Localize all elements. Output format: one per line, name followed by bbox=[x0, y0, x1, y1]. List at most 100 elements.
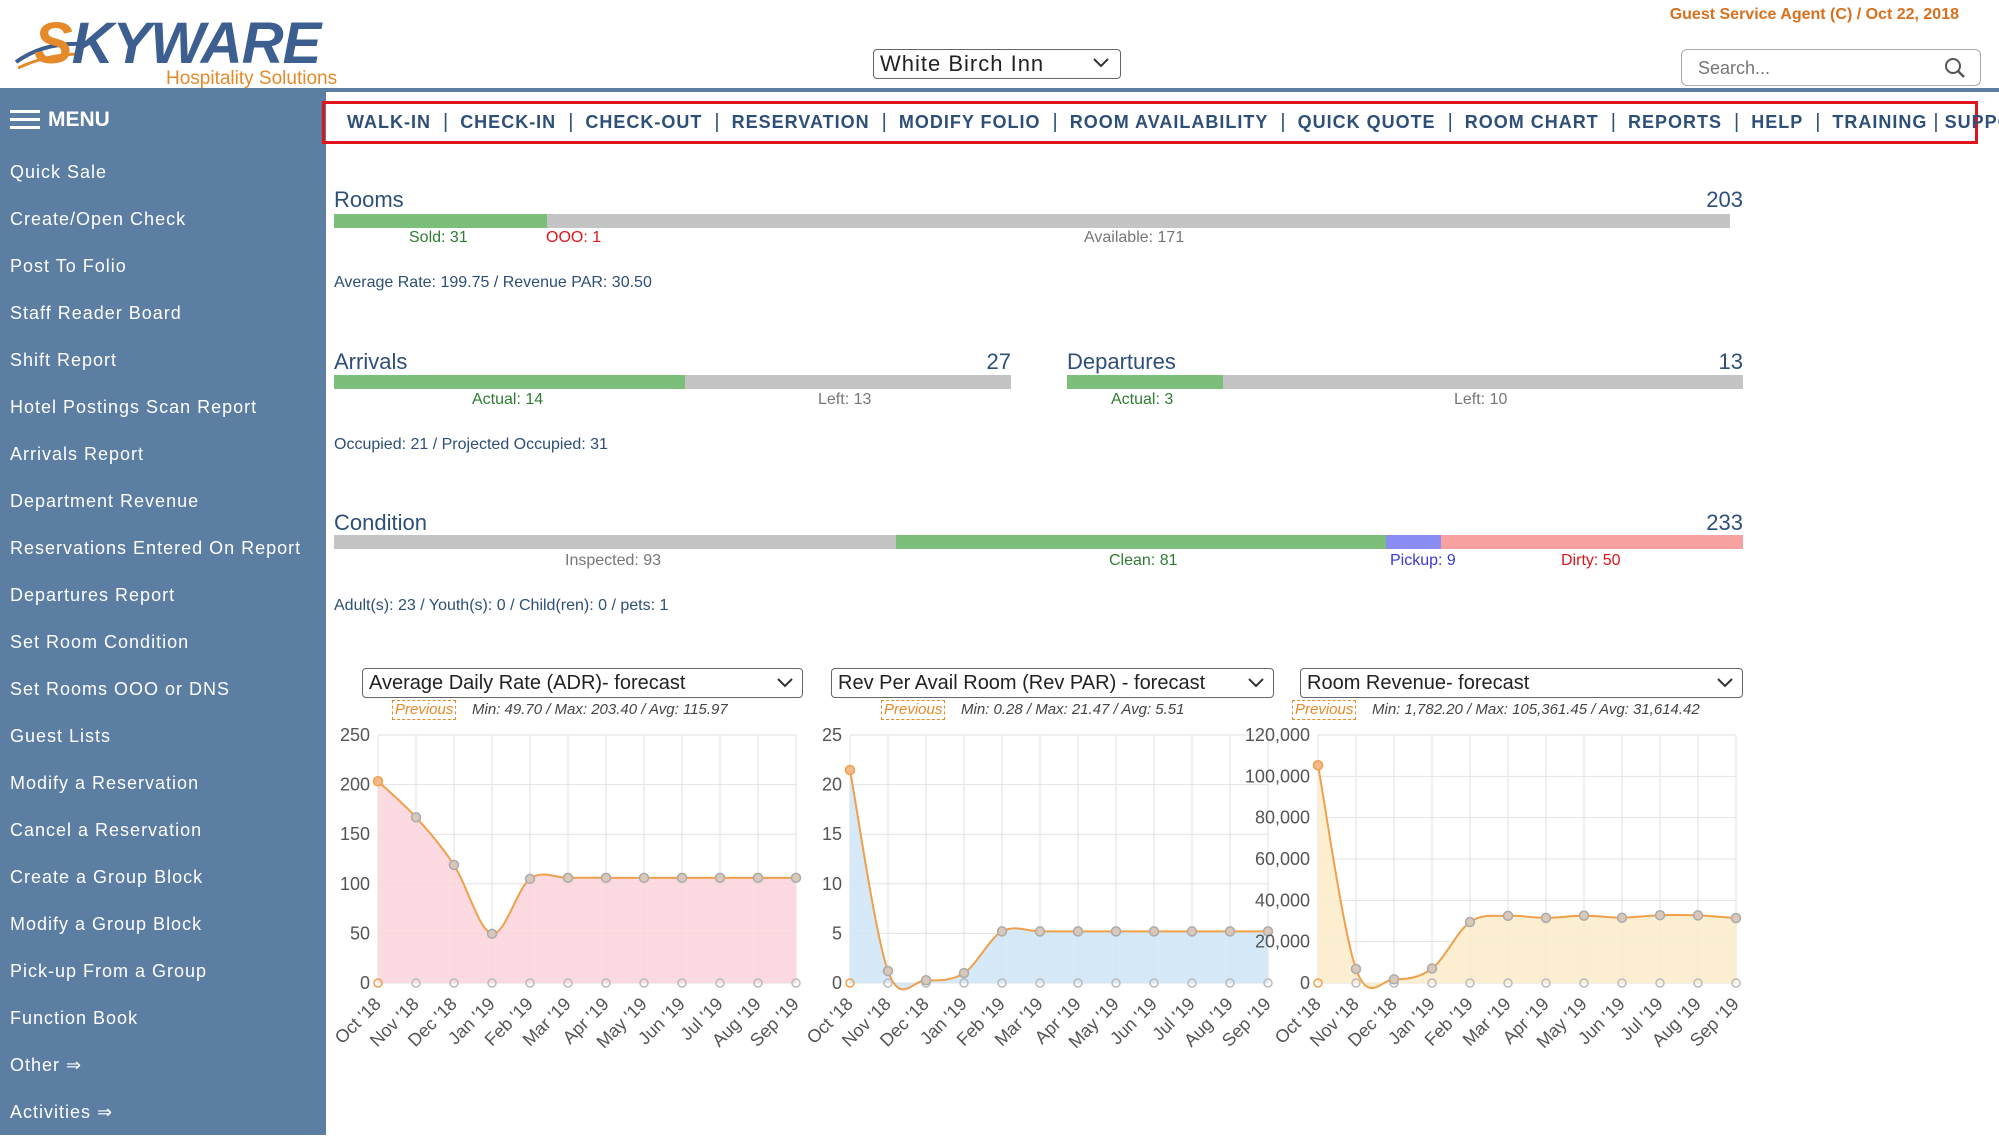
rooms-total: 203 bbox=[1706, 187, 1743, 212]
previous-point bbox=[1427, 978, 1437, 988]
sidebar-item-modify-reservation[interactable]: Modify a Reservation bbox=[10, 773, 200, 793]
adr-chart-select-value: Average Daily Rate (ADR)- forecast bbox=[369, 671, 686, 694]
y-tick-label: 10 bbox=[822, 874, 842, 894]
data-point bbox=[1692, 910, 1704, 921]
condition-dirty-label: Dirty: 50 bbox=[1561, 552, 1621, 569]
previous-point bbox=[1655, 978, 1665, 988]
y-tick-label: 15 bbox=[822, 824, 842, 844]
previous-point bbox=[525, 978, 535, 988]
property-select[interactable]: White Birch Inn bbox=[873, 49, 1121, 79]
nav-walk-in[interactable]: WALK-IN bbox=[347, 112, 431, 132]
series-area bbox=[850, 770, 1268, 990]
data-point bbox=[1072, 926, 1084, 937]
sidebar-item-quick-sale[interactable]: Quick Sale bbox=[10, 162, 108, 182]
sidebar-item-staff-reader-board[interactable]: Staff Reader Board bbox=[10, 303, 182, 323]
y-tick-label: 20,000 bbox=[1255, 932, 1310, 952]
nav-reservation[interactable]: RESERVATION bbox=[731, 112, 870, 132]
revenue-chart: 020,00040,00060,00080,000100,000120,000O… bbox=[1245, 725, 1743, 1052]
sidebar-item-other[interactable]: Other ⇒ bbox=[10, 1055, 83, 1075]
data-point bbox=[372, 775, 384, 787]
agent-date-info: Guest Service Agent (C) / Oct 22, 2018 bbox=[1669, 6, 1959, 23]
sidebar-item-post-to-folio[interactable]: Post To Folio bbox=[10, 256, 127, 276]
guests-line: Adult(s): 23 / Youth(s): 0 / Child(ren):… bbox=[334, 597, 669, 614]
sidebar-item-create-open-check[interactable]: Create/Open Check bbox=[10, 209, 187, 229]
adr-previous-toggle[interactable]: Previous bbox=[392, 700, 457, 720]
sidebar-item-cancel-reservation[interactable]: Cancel a Reservation bbox=[10, 820, 203, 840]
previous-point bbox=[883, 978, 893, 988]
departures-total: 13 bbox=[1718, 349, 1743, 374]
previous-point bbox=[1731, 978, 1741, 988]
y-tick-label: 5 bbox=[832, 923, 842, 943]
data-point bbox=[638, 872, 650, 884]
previous-point bbox=[411, 978, 421, 988]
sidebar-item-activities[interactable]: Activities ⇒ bbox=[10, 1102, 114, 1122]
sidebar-item-reservations-entered-on-report[interactable]: Reservations Entered On Report bbox=[10, 538, 302, 558]
logo-swoosh-icon bbox=[14, 41, 83, 70]
nav-check-in[interactable]: CHECK-IN bbox=[460, 112, 557, 132]
sidebar-item-modify-group-block[interactable]: Modify a Group Block bbox=[10, 914, 203, 934]
revenue-previous-toggle[interactable]: Previous bbox=[1292, 700, 1357, 720]
data-point bbox=[920, 974, 932, 986]
sidebar-item-hotel-postings-scan-report[interactable]: Hotel Postings Scan Report bbox=[10, 397, 258, 417]
condition-bar-inspected bbox=[334, 535, 897, 549]
data-point bbox=[790, 872, 802, 884]
sidebar-item-departures-report[interactable]: Departures Report bbox=[10, 585, 176, 605]
y-tick-label: 150 bbox=[340, 824, 370, 844]
menu-toggle[interactable]: MENU bbox=[10, 108, 110, 132]
arrivals-left-label: Left: 13 bbox=[818, 391, 872, 408]
skyware-logo[interactable]: SKYWARE Hospitality Solutions bbox=[14, 4, 344, 89]
search-input[interactable] bbox=[1696, 57, 1940, 80]
nav-room-availability[interactable]: ROOM AVAILABILITY bbox=[1069, 112, 1269, 132]
previous-point bbox=[1149, 978, 1159, 988]
top-navigation: WALK-IN | CHECK-IN | CHECK-OUT | RESERVATIO… bbox=[322, 101, 1999, 144]
previous-point bbox=[1111, 978, 1121, 988]
data-point bbox=[1110, 926, 1122, 937]
nav-help[interactable]: HELP bbox=[1751, 112, 1804, 132]
departures-bar-left bbox=[1223, 375, 1743, 389]
sidebar-item-create-group-block[interactable]: Create a Group Block bbox=[10, 867, 204, 887]
nav-quick-quote[interactable]: QUICK QUOTE bbox=[1297, 112, 1436, 132]
nav-training[interactable]: TRAINING bbox=[1832, 112, 1928, 132]
condition-bar bbox=[334, 535, 1743, 549]
condition-bar-dirty bbox=[1440, 535, 1743, 549]
revpar-summary: Min: 0.28 / Max: 21.47 / Avg: 5.51 bbox=[961, 701, 1185, 718]
nav-separator: | bbox=[1052, 111, 1058, 133]
logo-subtitle: Hospitality Solutions bbox=[166, 68, 338, 89]
sidebar-item-arrivals-report[interactable]: Arrivals Report bbox=[10, 444, 145, 464]
revpar-previous-toggle[interactable]: Previous bbox=[881, 700, 946, 720]
departures-left-label: Left: 10 bbox=[1454, 391, 1508, 408]
sidebar-item-function-book[interactable]: Function Book bbox=[10, 1008, 139, 1028]
sidebar-item-set-room-condition[interactable]: Set Room Condition bbox=[10, 632, 190, 652]
app-header: SKYWARE Hospitality Solutions White Birc… bbox=[0, 0, 1999, 90]
data-point bbox=[1502, 910, 1514, 922]
search-field[interactable] bbox=[1681, 49, 1981, 86]
nav-room-chart[interactable]: ROOM CHART bbox=[1464, 112, 1599, 132]
nav-reports[interactable]: REPORTS bbox=[1627, 112, 1722, 132]
previous-point bbox=[753, 978, 763, 988]
nav-support[interactable]: SUPPORT bbox=[1944, 112, 1999, 132]
sidebar-item-pickup-from-group[interactable]: Pick-up From a Group bbox=[10, 961, 208, 981]
y-tick-label: 50 bbox=[350, 923, 370, 943]
nav-check-out[interactable]: CHECK-OUT bbox=[585, 112, 703, 132]
nav-modify-folio[interactable]: MODIFY FOLIO bbox=[898, 112, 1041, 132]
nav-separator: | bbox=[1933, 111, 1939, 133]
previous-point bbox=[1617, 978, 1627, 988]
rates-line: Average Rate: 199.75 / Revenue PAR: 30.5… bbox=[334, 274, 652, 291]
data-point bbox=[958, 967, 970, 979]
sidebar-item-set-rooms-ooo-dns[interactable]: Set Rooms OOO or DNS bbox=[10, 679, 231, 699]
adr-chart-select[interactable]: Average Daily Rate (ADR)- forecast bbox=[362, 668, 803, 698]
nav-separator: | bbox=[1610, 111, 1616, 133]
revenue-chart-select[interactable]: Room Revenue- forecast bbox=[1300, 668, 1743, 698]
sidebar-item-guest-lists[interactable]: Guest Lists bbox=[10, 726, 112, 746]
revpar-chart-select[interactable]: Rev Per Avail Room (Rev PAR) - forecast bbox=[831, 668, 1274, 698]
arrivals-bar bbox=[334, 375, 1011, 389]
rooms-sold-label: Sold: 31 bbox=[409, 229, 468, 246]
nav-separator: | bbox=[1447, 111, 1453, 133]
y-tick-label: 60,000 bbox=[1255, 849, 1310, 869]
y-tick-label: 0 bbox=[832, 973, 842, 993]
sidebar-item-shift-report[interactable]: Shift Report bbox=[10, 350, 118, 370]
series-area bbox=[1318, 765, 1736, 989]
search-icon[interactable] bbox=[1944, 57, 1966, 79]
sidebar-item-department-revenue[interactable]: Department Revenue bbox=[10, 491, 200, 511]
